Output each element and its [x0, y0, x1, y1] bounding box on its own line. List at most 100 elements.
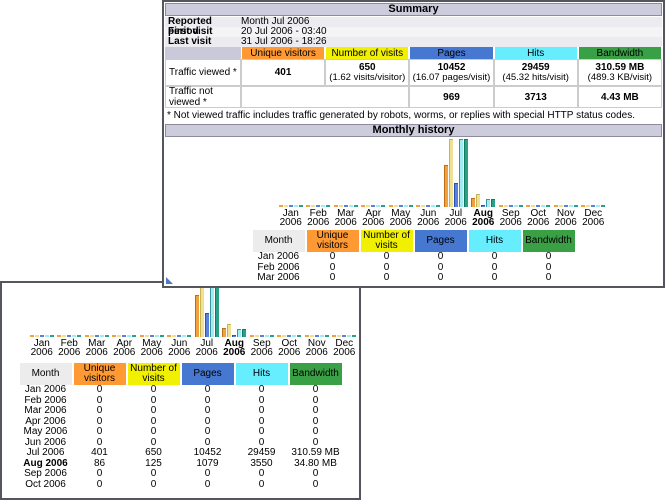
value-cell: 0: [150, 405, 157, 416]
summary-info-label: Last visit: [168, 36, 212, 47]
chart-month-slot: Apr 2006: [111, 283, 139, 358]
unique-visitors-bar: [139, 335, 144, 337]
value-main: 401: [274, 67, 292, 78]
month-cell: Oct 2006: [25, 478, 66, 490]
chart-bar-group: [111, 283, 139, 337]
value-cell: 0: [312, 478, 319, 490]
value-cell: 0: [150, 436, 157, 448]
chart-month-label: Jan 2006: [279, 208, 302, 228]
hits-bar: [486, 199, 491, 207]
value-cell: 650: [145, 447, 162, 458]
number-of-visits-bar: [172, 335, 177, 337]
bandwidth-mb-bar: [353, 205, 358, 207]
window-resize-grip-icon[interactable]: [166, 277, 173, 284]
number-of-visits-bar: [558, 205, 563, 207]
bandwidth-mb-bar: [298, 205, 303, 207]
value-cell: 0: [96, 415, 103, 427]
value-cell: 0: [491, 261, 498, 273]
traffic-viewed-label: Traffic viewed *: [165, 59, 241, 86]
number-of-visits-bar: [503, 205, 508, 207]
value-cell: 0: [96, 436, 103, 448]
summary-column-header-hits: Hits: [493, 47, 578, 59]
traffic-not-viewed-value: 969: [409, 86, 494, 108]
monthly-history-table: Month Unique visitors Number of visits Page…: [251, 230, 576, 284]
bandwidth-mb-bar: [573, 205, 578, 207]
bandwidth-mb-bar: [601, 205, 606, 207]
chart-month-slot: Oct 2006: [276, 283, 304, 358]
summary-column-header-number-of-visits: Number of visits: [325, 47, 410, 59]
chart-month-label: Nov 2006: [554, 208, 577, 228]
summary-info-value: 31 Jul 2006 - 18:26: [241, 36, 327, 47]
unique-visitors-bar: [112, 335, 117, 337]
monthly-history-chart: Jan 2006 Feb 2006 Mar 2006 Apr 2006 May 2006 Jun 20…: [277, 139, 663, 228]
pages-bar: [314, 335, 319, 337]
pages-bar: [342, 335, 347, 337]
unique-visitors-bar: [553, 205, 558, 207]
pages-bar: [591, 205, 596, 207]
value-cell: 0: [96, 426, 103, 437]
number-of-visits-bar: [144, 335, 149, 337]
chart-month-slot: Dec 2006: [331, 283, 359, 358]
bandwidth-mb-bar: [491, 199, 496, 207]
traffic-not-viewed-row: Traffic not viewed * 969 3713 4.43 MB: [165, 86, 662, 108]
chart-month-label: Feb 2006: [58, 338, 81, 358]
chart-month-slot: Oct 2006: [525, 139, 553, 228]
bandwidth-mb-bar: [518, 205, 523, 207]
table-row: Apr 2006 0 0 0 0 0: [19, 415, 343, 428]
table-row: Feb 2006 0 0 0 0 0: [252, 261, 576, 274]
value-cell: 0: [150, 478, 157, 490]
value-cell: 0: [258, 394, 265, 406]
hits-bar: [568, 205, 573, 207]
value-cell: 0: [204, 394, 211, 406]
value-cell: 0: [258, 426, 265, 437]
hits-bar: [431, 205, 436, 207]
number-of-visits-bar: [393, 205, 398, 207]
value-cell: 0: [545, 261, 552, 273]
chart-month-label: Oct 2006: [278, 338, 301, 358]
chart-bar-group: [193, 269, 221, 337]
unique-visitors-bar: [526, 205, 531, 207]
summary-window: Summary Reported period Month Jul 2006 Fir…: [162, 0, 665, 288]
chart-month-slot: Jul 2006: [442, 139, 470, 228]
value-cell: 3550: [250, 457, 273, 469]
table-row: Oct 2006 0 0 0 0 0: [19, 478, 343, 491]
chart-bar-group: [28, 283, 56, 337]
summary-header-corner: [165, 47, 241, 59]
value-main: 29459: [521, 62, 550, 73]
unique-visitors-bar: [443, 165, 448, 207]
value-cell: 0: [545, 251, 552, 262]
pages-bar: [398, 205, 403, 207]
chart-bar-group: [138, 283, 166, 337]
pages-bar: [453, 183, 458, 207]
month-cell: Jun 2006: [24, 436, 67, 448]
value-cell: 401: [91, 447, 108, 458]
chart-month-label: Jan 2006: [30, 338, 53, 358]
chart-month-slot: Sep 2006: [248, 283, 276, 358]
value-cell: 0: [204, 384, 211, 395]
hits-bar: [292, 335, 297, 337]
number-of-visits-bar: [366, 205, 371, 207]
bandwidth-mb-bar: [463, 139, 468, 207]
hits-bar: [72, 335, 77, 337]
month-cell: Jan 2006: [257, 251, 300, 262]
pages-bar: [122, 335, 127, 337]
number-of-visits-bar: [89, 335, 94, 337]
unique-visitors-bar: [333, 205, 338, 207]
unique-visitors-bar: [277, 335, 282, 337]
bandwidth-mb-bar: [546, 205, 551, 207]
unique-visitors-bar: [249, 335, 254, 337]
chart-bar-group: [442, 139, 470, 207]
pages-bar: [536, 205, 541, 207]
table-row: Mar 2006 0 0 0 0 0: [19, 405, 343, 417]
bandwidth-mb-bar: [269, 335, 274, 337]
chart-month-label: May 2006: [140, 338, 163, 358]
value-main: 3713: [524, 91, 547, 103]
monthly-history-title: Monthly history: [165, 124, 662, 137]
month-cell: Feb 2006: [24, 394, 67, 406]
bandwidth-mb-bar: [242, 329, 247, 337]
number-of-visits-bar: [337, 335, 342, 337]
bandwidth-mb-bar: [324, 335, 329, 337]
hits-bar: [182, 335, 187, 337]
month-cell: Aug 2006: [23, 457, 68, 469]
